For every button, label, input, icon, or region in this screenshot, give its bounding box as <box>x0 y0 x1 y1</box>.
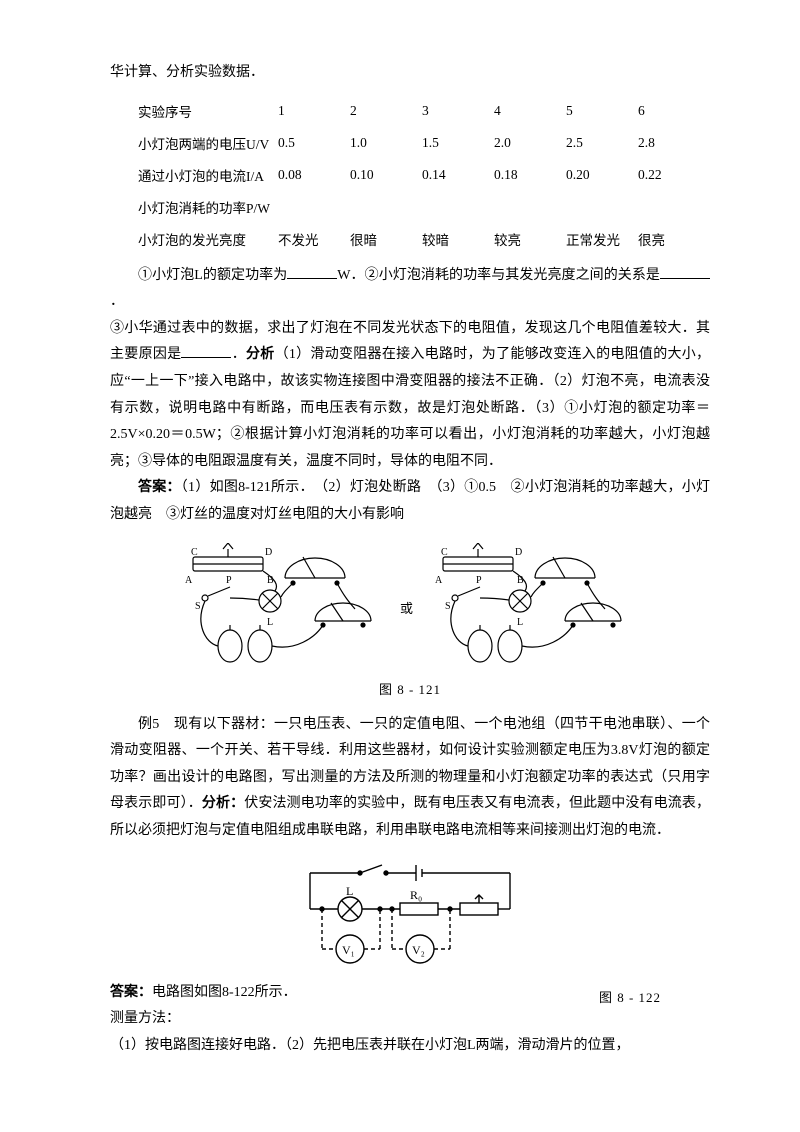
table-cell: 较亮 <box>494 223 566 255</box>
table-cell: 较暗 <box>422 223 494 255</box>
example-analysis-label: 分析： <box>202 796 244 811</box>
answer-block: 答案：（1）如图8-121所示． （2）灯泡处断路 （3）①0.5 ②小灯泡消耗… <box>110 475 710 528</box>
table-cell: 4 <box>494 95 566 127</box>
table-cell: 3 <box>422 95 494 127</box>
q2-text-b: ． <box>231 347 246 362</box>
table-cell: 0.20 <box>566 159 638 191</box>
table-row: 小灯泡两端的电压U/V0.51.01.52.02.52.8 <box>138 127 710 159</box>
table-cell: 2.8 <box>638 127 710 159</box>
q1-text-c: ． <box>110 294 124 309</box>
svg-text:V₁: V₁ <box>342 943 355 957</box>
q1-text-a: ①小灯泡L的额定功率为 <box>138 268 287 283</box>
table-row: 小灯泡消耗的功率P/W <box>138 191 710 223</box>
table-cell <box>566 191 638 223</box>
table-cell: 2.5 <box>566 127 638 159</box>
table-cell: 1.0 <box>350 127 422 159</box>
table-cell: 2 <box>350 95 422 127</box>
ex5-answer-label: 答案： <box>110 985 152 1000</box>
table-cell: 6 <box>638 95 710 127</box>
question-block-1: ①小灯泡L的额定功率为 W．②小灯泡消耗的功率与其发光亮度之间的关系是 ． <box>110 263 710 316</box>
example-5: 例5 现有以下器材：一只电压表、一只的定值电阻、一个电池组（四节干电池串联）、一… <box>110 712 710 845</box>
figure-8-121-caption: 图 8 - 121 <box>110 679 710 698</box>
table-cell <box>278 191 350 223</box>
table-cell: 很暗 <box>350 223 422 255</box>
ex5-answer-text: 电路图如图8-122所示． <box>152 985 297 1000</box>
table-cell: 不发光 <box>278 223 350 255</box>
continuation-line: 华计算、分析实验数据． <box>110 60 710 87</box>
figure-8-122-caption: 图 8 - 122 <box>550 987 710 1006</box>
table-cell: 0.18 <box>494 159 566 191</box>
table-row: 实验序号123456 <box>138 95 710 127</box>
figure-8-121: C P D A B S L <box>110 543 710 673</box>
table-cell: 1.5 <box>422 127 494 159</box>
table-cell: 2.0 <box>494 127 566 159</box>
analysis-text: （1）滑动变阻器在接入电路时，为了能够改变连入的电阻值的大小，应“一上一下”接入… <box>110 347 710 468</box>
svg-text:A: A <box>435 575 443 586</box>
analysis-label: 分析 <box>246 347 275 362</box>
table-cell: 0.10 <box>350 159 422 191</box>
answer-row-ex5: 答案：电路图如图8-122所示． 图 8 - 122 <box>110 980 710 1007</box>
blank-relation <box>660 264 710 279</box>
svg-text:L: L <box>346 884 353 898</box>
svg-text:R₀: R₀ <box>410 888 422 902</box>
circuit-diagram-2: L R₀ <box>290 859 530 969</box>
table-row: 通过小灯泡的电流I/A0.080.100.140.180.200.22 <box>138 159 710 191</box>
row-header: 小灯泡两端的电压U/V <box>138 127 278 159</box>
ex5-answer-line: 答案：电路图如图8-122所示． <box>110 980 550 1007</box>
svg-text:D: D <box>515 547 522 558</box>
svg-text:L: L <box>517 617 523 628</box>
svg-text:P: P <box>226 575 232 586</box>
q1-text-b: W．②小灯泡消耗的功率与其发光亮度之间的关系是 <box>337 268 660 283</box>
figure-8-122: L R₀ <box>110 859 710 974</box>
row-header: 实验序号 <box>138 95 278 127</box>
table-cell <box>494 191 566 223</box>
table-cell <box>638 191 710 223</box>
question-block-2: ③小华通过表中的数据，求出了灯泡在不同发光状态下的电阻值，发现这几个电阻值差较大… <box>110 316 710 476</box>
table-cell: 5 <box>566 95 638 127</box>
table-cell <box>422 191 494 223</box>
table-row: 小灯泡的发光亮度不发光很暗较暗较亮正常发光很亮 <box>138 223 710 255</box>
svg-text:L: L <box>267 617 273 628</box>
blank-power <box>287 264 337 279</box>
blank-reason <box>181 343 231 358</box>
method-heading: 测量方法： <box>110 1006 710 1033</box>
svg-text:C: C <box>191 547 198 558</box>
circuit-diagram-1: C P D A B S L <box>175 543 645 668</box>
answer-text: （1）如图8-121所示． （2）灯泡处断路 （3）①0.5 ②小灯泡消耗的功率… <box>110 480 710 522</box>
document-page: 华计算、分析实验数据． 实验序号123456小灯泡两端的电压U/V0.51.01… <box>0 0 800 1099</box>
table-cell: 0.22 <box>638 159 710 191</box>
experiment-data-table: 实验序号123456小灯泡两端的电压U/V0.51.01.52.02.52.8通… <box>138 95 710 255</box>
row-header: 小灯泡消耗的功率P/W <box>138 191 278 223</box>
method-text: （1）按电路图连接好电路．（2）先把电压表并联在小灯泡L两端，滑动滑片的位置， <box>110 1033 710 1060</box>
table-cell: 很亮 <box>638 223 710 255</box>
svg-text:S: S <box>445 601 451 612</box>
svg-text:C: C <box>441 547 448 558</box>
table-cell: 1 <box>278 95 350 127</box>
table-cell: 0.14 <box>422 159 494 191</box>
table-cell: 0.5 <box>278 127 350 159</box>
answer-label: 答案： <box>138 480 181 495</box>
table-cell <box>350 191 422 223</box>
svg-text:D: D <box>265 547 272 558</box>
example-label: 例5 <box>138 717 159 732</box>
table-cell: 正常发光 <box>566 223 638 255</box>
svg-text:A: A <box>185 575 193 586</box>
table-cell: 0.08 <box>278 159 350 191</box>
row-header: 小灯泡的发光亮度 <box>138 223 278 255</box>
row-header: 通过小灯泡的电流I/A <box>138 159 278 191</box>
or-label: 或 <box>400 601 413 616</box>
svg-text:V₂: V₂ <box>412 943 425 957</box>
svg-text:S: S <box>195 601 201 612</box>
svg-text:P: P <box>476 575 482 586</box>
